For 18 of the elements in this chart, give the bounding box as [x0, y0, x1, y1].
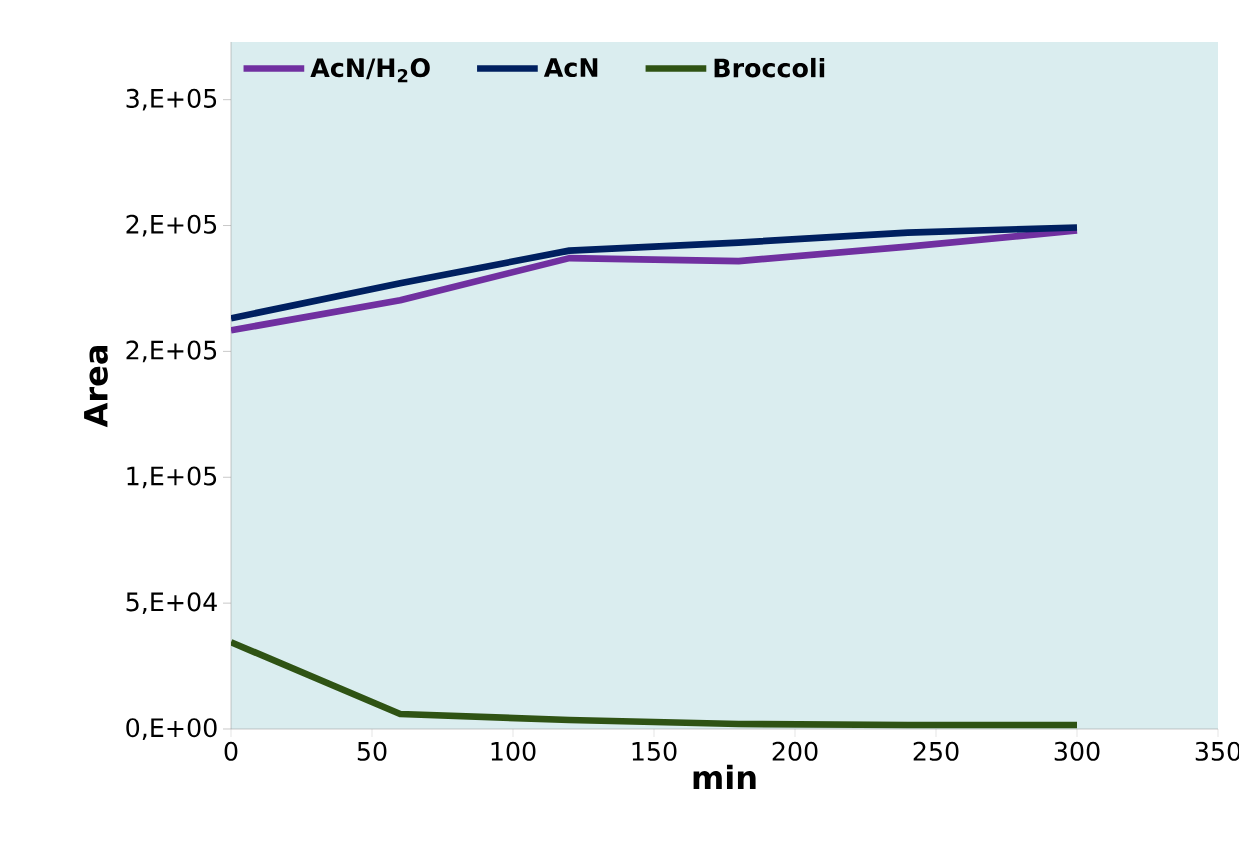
- x-tick-label: 50: [357, 741, 387, 761]
- x-tick-label: 250: [913, 741, 959, 761]
- text: 1,E+05: [127, 466, 217, 489]
- x-tick-label: 150: [632, 741, 677, 761]
- x-tick-label: 200: [772, 741, 818, 761]
- x-tick-label: 0: [224, 741, 238, 761]
- text: 2,E+05: [126, 340, 217, 363]
- x-axis-title: min: [693, 764, 756, 790]
- y-axis-title: Area: [84, 346, 108, 428]
- x-tick-label: 100: [491, 741, 536, 761]
- legend-label: AcN: [543, 58, 598, 78]
- text: 0,E+00: [126, 718, 217, 740]
- text: 3,E+05: [126, 88, 217, 111]
- text: 2,E+05: [126, 214, 217, 237]
- x-tick-label: 300: [1054, 741, 1100, 761]
- text: 5,E+04: [126, 592, 217, 615]
- legend-label: AcN/H$_{2}$O: [310, 58, 430, 83]
- legend-label: Broccoli: [714, 57, 825, 78]
